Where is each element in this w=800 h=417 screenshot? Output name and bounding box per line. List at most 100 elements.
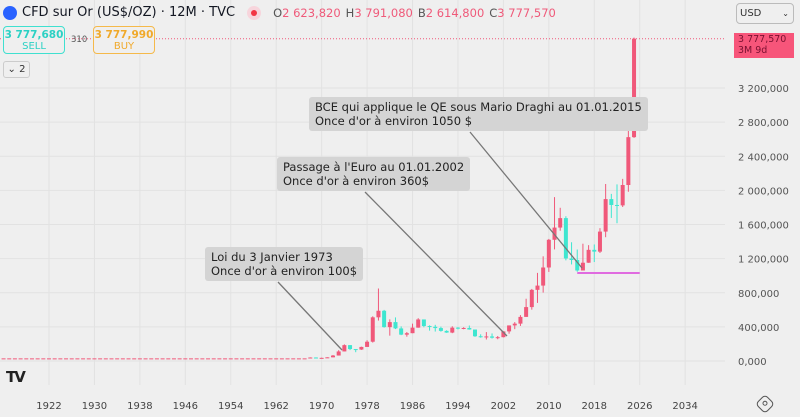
- candle-body: [563, 218, 568, 259]
- callout-connector: [277, 281, 343, 351]
- candle-body: [319, 357, 324, 359]
- candle-body: [569, 258, 574, 260]
- candle: [308, 357, 313, 359]
- candle-body: [427, 326, 432, 328]
- low-label: B: [417, 5, 426, 20]
- candle-body: [580, 262, 585, 271]
- candle: [399, 326, 404, 336]
- candle-body: [359, 346, 364, 350]
- candle-body: [512, 323, 517, 326]
- callout-line2: Once d'or à environ 1050 $: [315, 114, 473, 128]
- chart-header: CFD sur Or (US$/OZ) · 12M · TVC O2 623,8…: [3, 5, 561, 20]
- y-tick-label: 2 000,000: [738, 186, 789, 197]
- candle-body: [461, 327, 466, 329]
- candle-body: [387, 322, 392, 328]
- candle: [450, 326, 455, 334]
- sell-price: 3 777,680: [4, 29, 64, 41]
- candle: [518, 315, 523, 326]
- candle-body: [325, 357, 330, 359]
- last-price-value: 3 777,570: [738, 34, 787, 45]
- candle-body: [478, 336, 483, 338]
- callout-line1: Passage à l'Euro au 01.01.2002: [283, 160, 465, 174]
- candle-body: [416, 319, 421, 328]
- candle-body: [473, 329, 477, 337]
- market-status-icon[interactable]: [247, 5, 262, 20]
- candle-body: [331, 355, 335, 358]
- symbol-title[interactable]: CFD sur Or (US$/OZ) · 12M · TVC: [22, 5, 236, 20]
- candle-body: [484, 336, 489, 338]
- candle-body: [541, 267, 546, 286]
- candle-body: [586, 249, 591, 263]
- candle-body: [421, 319, 426, 327]
- sell-label: SELL: [22, 41, 46, 52]
- candle: [382, 309, 387, 328]
- y-tick-label: 2 400,000: [738, 152, 789, 163]
- candle: [490, 333, 495, 339]
- candle-body: [382, 310, 387, 328]
- candle-body: [529, 289, 534, 308]
- candle: [393, 317, 398, 330]
- candle: [552, 197, 557, 250]
- buy-button[interactable]: 3 777,990 BUY: [93, 26, 155, 54]
- candle-body: [308, 357, 313, 359]
- chevron-down-icon: ⌄: [782, 9, 789, 18]
- candle: [359, 346, 364, 350]
- candle-body: [518, 316, 523, 324]
- candle-body: [507, 325, 512, 332]
- candle: [438, 326, 443, 332]
- callout-2002[interactable]: Passage à l'Euro au 01.01.2002 Once d'or …: [277, 157, 471, 191]
- candle: [331, 355, 335, 358]
- candle-body: [501, 331, 506, 338]
- currency-select[interactable]: USD ⌄: [736, 3, 794, 24]
- candle: [387, 319, 392, 336]
- candle: [467, 325, 472, 330]
- callout-2015[interactable]: BCE qui applique le QE sous Mario Draghi…: [309, 97, 648, 131]
- candle: [319, 357, 324, 359]
- candle: [615, 184, 619, 224]
- tradingview-logo[interactable]: TV: [6, 368, 26, 386]
- candle: [609, 193, 614, 218]
- high-value: 3 791,080: [354, 5, 413, 20]
- candle-body: [626, 137, 631, 186]
- candle: [546, 238, 551, 272]
- ohlc-high: H3 791,080: [346, 6, 413, 20]
- x-tick-label: 1922: [36, 401, 61, 412]
- candle-body: [438, 328, 443, 331]
- y-tick-label: 400,000: [738, 323, 779, 334]
- x-tick-label: 2034: [672, 401, 697, 412]
- candle-body: [495, 337, 500, 339]
- callout-1973[interactable]: Loi du 3 Janvier 1973 Once d'or à environ…: [205, 247, 364, 281]
- high-label: H: [345, 5, 355, 20]
- candle-body: [632, 38, 637, 138]
- candle: [541, 256, 546, 293]
- callout-line2: Once d'or à environ 360$: [283, 174, 430, 188]
- candle: [524, 298, 529, 317]
- candle: [325, 357, 330, 359]
- ohlc-open: O2 623,820: [273, 6, 341, 20]
- candle: [569, 242, 574, 265]
- ohlc-close: C3 777,570: [489, 6, 556, 20]
- x-tick-label: 1970: [309, 401, 334, 412]
- sell-button[interactable]: 3 777,680 SELL: [3, 26, 65, 54]
- candle: [512, 322, 517, 330]
- callout-connector: [469, 131, 583, 269]
- buy-label: BUY: [113, 41, 135, 52]
- candle: [444, 330, 449, 333]
- candle-body: [365, 341, 370, 347]
- candle-body: [467, 327, 472, 330]
- x-tick-label: 2010: [536, 401, 561, 412]
- y-tick-label: 800,000: [738, 289, 779, 300]
- candle-body: [404, 333, 409, 335]
- indicators-collapse-button[interactable]: ⌄ 2: [3, 61, 30, 78]
- x-tick-label: 1930: [82, 401, 107, 412]
- candle-body: [370, 317, 375, 342]
- y-tick-label: 1 200,000: [738, 255, 789, 266]
- candle: [404, 331, 409, 337]
- candle: [455, 327, 460, 330]
- x-tick-label: 1946: [173, 401, 198, 412]
- candle: [495, 336, 500, 340]
- candle-body: [490, 336, 495, 338]
- candle-body: [336, 351, 341, 356]
- candle: [370, 316, 375, 343]
